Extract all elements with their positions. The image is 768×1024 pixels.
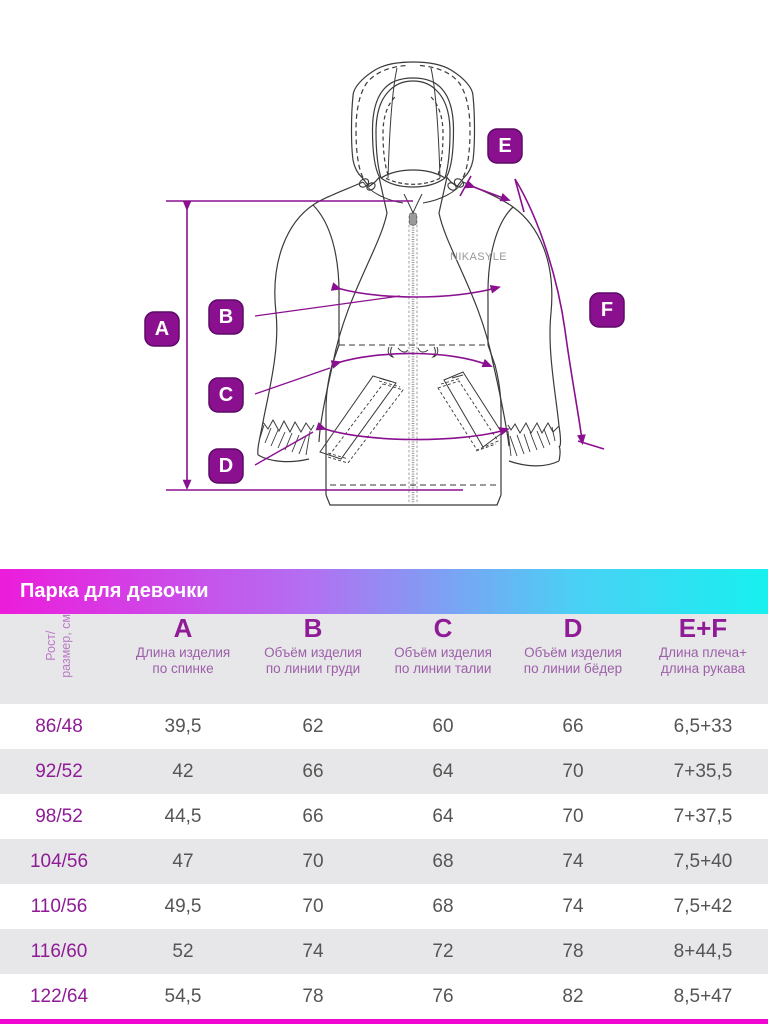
svg-text:E: E [498,135,511,157]
svg-text:B: B [219,306,233,328]
svg-text:D: D [219,455,233,477]
svg-text:F: F [601,299,613,321]
svg-text:NIKASYLE: NIKASYLE [450,251,507,263]
svg-text:A: A [155,318,169,340]
svg-text:C: C [219,384,233,406]
